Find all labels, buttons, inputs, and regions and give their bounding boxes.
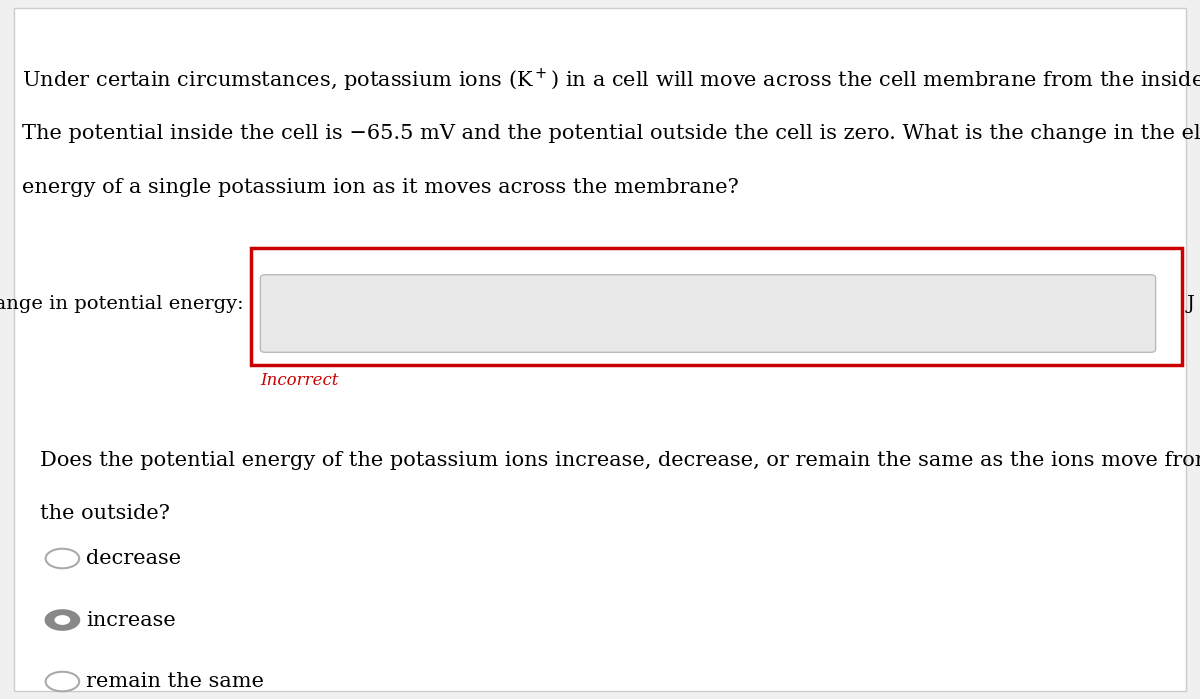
Circle shape — [46, 549, 79, 568]
Text: Under certain circumstances, potassium ions (K$^+$) in a cell will move across t: Under certain circumstances, potassium i… — [22, 66, 1200, 94]
Circle shape — [46, 610, 79, 630]
Circle shape — [46, 672, 79, 691]
Text: increase: increase — [86, 610, 176, 630]
Text: remain the same: remain the same — [86, 672, 264, 691]
Text: Incorrect: Incorrect — [260, 372, 338, 389]
FancyBboxPatch shape — [260, 275, 1156, 352]
Circle shape — [55, 616, 70, 624]
FancyBboxPatch shape — [251, 248, 1182, 365]
Text: The potential inside the cell is −65.5 mV and the potential outside the cell is : The potential inside the cell is −65.5 m… — [22, 124, 1200, 143]
Text: change in potential energy:: change in potential energy: — [0, 295, 244, 313]
Text: the outside?: the outside? — [40, 504, 169, 523]
Text: Does the potential energy of the potassium ions increase, decrease, or remain th: Does the potential energy of the potassi… — [40, 451, 1200, 470]
Text: energy of a single potassium ion as it moves across the membrane?: energy of a single potassium ion as it m… — [22, 178, 738, 197]
Text: decrease: decrease — [86, 549, 181, 568]
Text: J: J — [1187, 295, 1195, 313]
